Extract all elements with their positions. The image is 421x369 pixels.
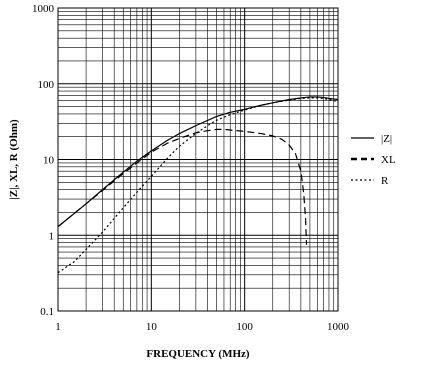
- series-line-z: [57, 96, 339, 228]
- y-tick-label: 1000: [32, 3, 55, 15]
- legend-label: |Z|: [381, 133, 392, 145]
- y-tick-label: 0.1: [40, 306, 54, 318]
- y-tick-label: 1: [49, 230, 55, 242]
- y-tick-label: 10: [43, 155, 55, 167]
- major-gridlines: [58, 8, 338, 311]
- x-tick-label: 100: [236, 321, 253, 333]
- plot-frame: [57, 7, 339, 312]
- series-layer: [57, 96, 339, 274]
- x-tick-label: 10: [146, 321, 158, 333]
- y-axis-title: |Z|, XL, R (Ohm): [8, 119, 20, 200]
- y-tick-labels: 0.1 1 10 100 1000: [32, 3, 55, 318]
- legend: |Z| XL R: [351, 133, 396, 187]
- x-tick-label: 1000: [327, 321, 350, 333]
- y-tick-label: 100: [38, 79, 55, 91]
- legend-label: XL: [381, 154, 396, 166]
- legend-label: R: [381, 175, 389, 187]
- x-tick-label: 1: [55, 321, 61, 333]
- series-line-r: [57, 97, 339, 274]
- series-line-xl: [57, 128, 308, 245]
- x-axis-title: FREQUENCY (MHz): [146, 348, 249, 360]
- x-tick-labels: 1 10 100 1000: [55, 321, 349, 333]
